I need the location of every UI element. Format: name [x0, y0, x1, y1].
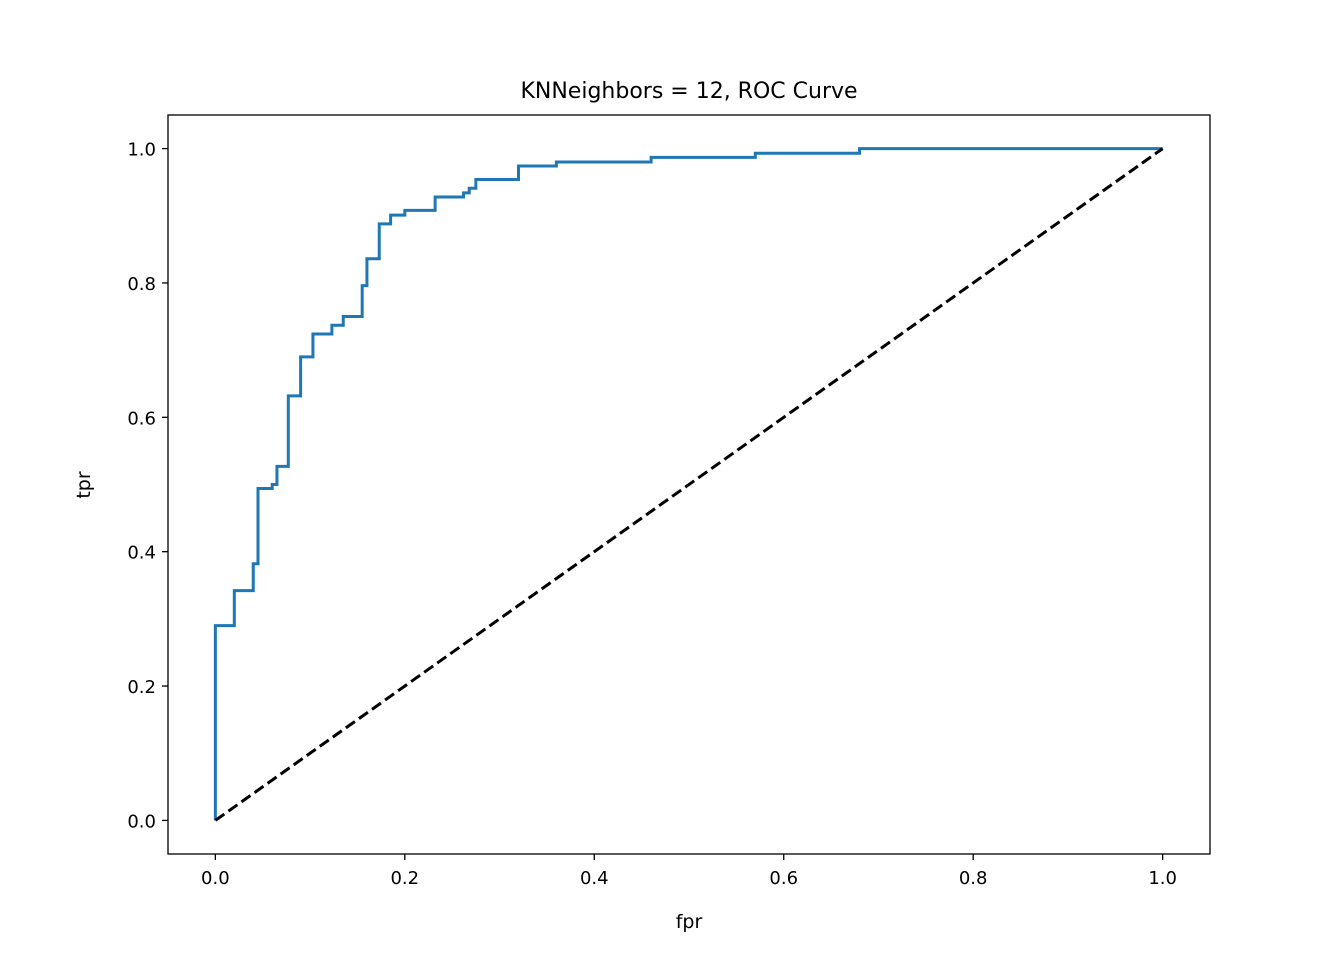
y-axis-label: tpr: [73, 471, 95, 499]
x-tick-label: 0.6: [769, 868, 798, 889]
x-tick-label: 0.4: [580, 868, 609, 889]
x-tick-label: 1.0: [1148, 868, 1177, 889]
y-tick-label: 0.6: [127, 408, 156, 429]
x-axis-label: fpr: [676, 911, 703, 933]
plot-lines: [213, 147, 1164, 822]
x-tick-label: 0.2: [390, 868, 419, 889]
y-tick-label: 1.0: [127, 140, 156, 161]
plot-frame: [167, 114, 1211, 855]
x-tick-label: 0.8: [959, 868, 988, 889]
y-axis: 0.0 0.2 0.4 0.6 0.8 1.0: [127, 140, 168, 832]
y-tick-label: 0.0: [127, 811, 156, 832]
chart-title: KNNeighbors = 12, ROC Curve: [520, 79, 857, 104]
y-tick-label: 0.2: [127, 677, 156, 698]
y-tick-label: 0.8: [127, 274, 156, 295]
roc-curve-line: [213, 147, 1163, 821]
y-tick-label: 0.4: [127, 543, 156, 564]
diagonal-reference-line: [214, 147, 1164, 822]
x-tick-label: 0.0: [201, 868, 230, 889]
x-axis: 0.0 0.2 0.4 0.6 0.8 1.0: [201, 854, 1177, 889]
